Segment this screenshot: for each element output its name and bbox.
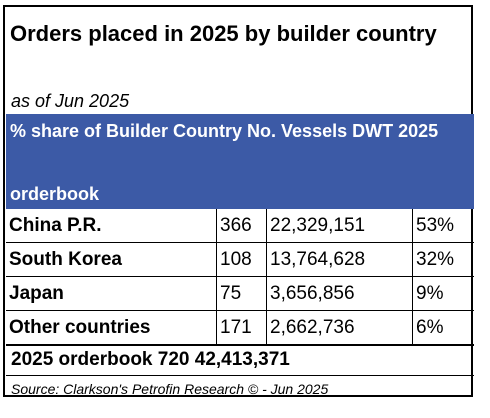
country-cell: Japan <box>9 283 64 304</box>
dwt-cell: 22,329,151 <box>266 209 412 242</box>
country-cell: China P.R. <box>9 215 102 236</box>
table-row: Japan 75 3,656,856 9% <box>6 277 474 311</box>
source-note: Source: Clarkson's Petrofin Research © -… <box>11 381 329 397</box>
header-line-1: % share of Builder Country No. Vessels D… <box>10 121 439 141</box>
share-cell: 53% <box>412 209 474 242</box>
share-cell: 9% <box>412 277 474 310</box>
vessels-cell: 171 <box>216 311 266 344</box>
dwt-cell: 3,656,856 <box>266 277 412 310</box>
total-row: 2025 orderbook 720 42,413,371 <box>11 349 290 370</box>
country-cell: South Korea <box>9 249 122 270</box>
table-title: Orders placed in 2025 by builder country <box>10 21 437 46</box>
country-cell: Other countries <box>9 317 151 338</box>
divider <box>6 375 474 376</box>
dwt-cell: 2,662,736 <box>266 311 412 344</box>
share-cell: 6% <box>412 311 474 344</box>
header-line-2: orderbook <box>10 184 100 204</box>
header-band: % share of Builder Country No. Vessels D… <box>6 114 474 209</box>
table-row: South Korea 108 13,764,628 32% <box>6 243 474 277</box>
share-cell: 32% <box>412 243 474 276</box>
table-row: Other countries 171 2,662,736 6% <box>6 311 474 346</box>
vessels-cell: 366 <box>216 209 266 242</box>
table-subtitle: as of Jun 2025 <box>11 91 130 111</box>
table-frame: Orders placed in 2025 by builder country… <box>3 5 474 397</box>
vessels-cell: 75 <box>216 277 266 310</box>
vessels-cell: 108 <box>216 243 266 276</box>
table-body: China P.R. 366 22,329,151 53% South Kore… <box>6 209 474 346</box>
dwt-cell: 13,764,628 <box>266 243 412 276</box>
table-row: China P.R. 366 22,329,151 53% <box>6 209 474 243</box>
